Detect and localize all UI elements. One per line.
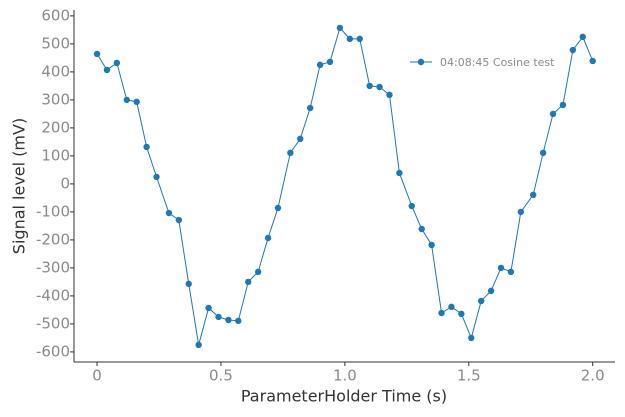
y-tick-label: 400 (41, 62, 70, 80)
data-point (497, 264, 505, 272)
data-point (205, 304, 212, 312)
data-point (133, 98, 140, 106)
y-tick-label: 600 (41, 6, 70, 24)
data-point (306, 104, 314, 112)
legend-label: 04:08:45 Cosine test (440, 56, 555, 69)
data-point (336, 24, 344, 32)
data-point (356, 35, 363, 43)
data-point (235, 317, 242, 325)
data-point (287, 149, 294, 157)
data-point (468, 334, 475, 342)
data-point (185, 280, 192, 288)
y-tick-label: 0 (60, 174, 70, 192)
x-tick-label: 1.5 (457, 367, 481, 385)
data-point (316, 61, 324, 69)
data-point (559, 101, 567, 109)
x-axis-label: ParameterHolder Time (s) (241, 387, 447, 406)
y-tick-label: -200 (36, 230, 70, 248)
data-point (549, 110, 557, 118)
data-point (165, 209, 173, 217)
data-point (579, 33, 586, 41)
x-tick-label: 2.0 (581, 367, 605, 385)
x-tick-label: 0.5 (209, 367, 233, 385)
data-point (254, 268, 262, 276)
data-point (569, 46, 577, 54)
y-tick-label: 200 (41, 118, 70, 136)
legend-marker (417, 58, 425, 66)
y-tick-label: -300 (36, 258, 70, 276)
data-point (477, 297, 485, 305)
data-point (487, 287, 495, 295)
data-point (396, 169, 403, 177)
data-point (195, 341, 202, 349)
data-point (175, 216, 183, 224)
data-point (376, 83, 383, 91)
data-point (326, 58, 334, 66)
data-point (589, 57, 596, 65)
data-point (103, 66, 111, 74)
data-point (386, 91, 393, 99)
data-point (113, 59, 121, 67)
data-point (458, 310, 465, 318)
data-point (539, 149, 547, 157)
data-point (215, 313, 222, 321)
data-point (438, 309, 445, 317)
data-point (408, 202, 415, 210)
data-point (274, 204, 282, 212)
y-tick-label: -600 (36, 342, 70, 360)
data-point (530, 191, 537, 199)
y-tick-label: -500 (36, 314, 70, 332)
data-point (143, 143, 150, 151)
x-tick-label: 1.0 (333, 367, 357, 385)
y-tick-label: -400 (36, 286, 70, 304)
data-point (428, 241, 435, 249)
data-point (517, 208, 525, 216)
y-tick-label: 100 (41, 146, 70, 164)
data-point (153, 173, 160, 181)
data-point (93, 50, 101, 58)
series-line (96, 26, 594, 346)
y-axis-label: Signal level (mV) (10, 118, 29, 254)
y-tick-label: -100 (36, 202, 70, 220)
data-point (264, 234, 272, 242)
data-point (418, 225, 425, 233)
data-point (346, 35, 354, 43)
data-point (123, 96, 130, 104)
data-point (245, 278, 252, 286)
data-point (225, 316, 232, 324)
y-tick-label: 300 (41, 90, 70, 108)
data-point (366, 82, 373, 90)
data-point (297, 135, 304, 143)
data-point (507, 268, 515, 276)
data-point (448, 303, 455, 311)
y-tick-label: 500 (41, 34, 70, 52)
x-tick-label: 0 (92, 367, 102, 385)
